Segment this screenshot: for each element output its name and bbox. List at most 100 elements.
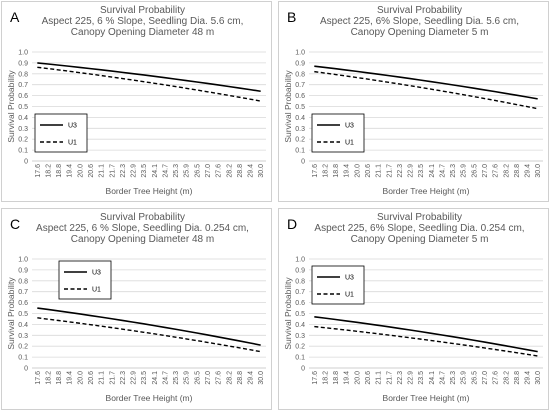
x-tick-label: 27.0: [205, 371, 212, 385]
chart-subtitle-line: Canopy Opening Diameter 5 m: [351, 234, 489, 245]
x-tick-label: 24.7: [162, 371, 169, 385]
x-tick-label: 24.7: [162, 164, 169, 178]
x-tick-label: 25.9: [184, 371, 191, 385]
x-tick-label: 25.9: [184, 164, 191, 178]
y-tick-label: 0.1: [295, 148, 305, 155]
x-tick-label: 27.0: [482, 371, 489, 385]
x-tick-label: 28.2: [226, 371, 233, 385]
x-tick-label: 22.3: [120, 164, 127, 178]
x-tick-label: 29.4: [525, 371, 532, 385]
y-tick-label: 0.2: [295, 137, 305, 144]
x-tick-label: 20.0: [77, 371, 84, 385]
y-tick-label: 0.8: [295, 278, 305, 285]
y-tick-label: 0.1: [18, 355, 28, 362]
x-tick-label: 23.5: [141, 164, 148, 178]
y-tick-label: 0.7: [18, 82, 28, 89]
y-tick-label: 0: [301, 159, 305, 166]
chart-panel-b: B Survival Probability Aspect 225, 6% Slop…: [278, 1, 549, 202]
x-tick-label: 26.5: [194, 164, 201, 178]
x-tick-label: 21.7: [109, 164, 116, 178]
y-tick-label: 1.0: [18, 50, 28, 57]
legend-label-u1: U1: [345, 292, 354, 299]
x-tick-label: 27.6: [216, 164, 223, 178]
panel-letter: D: [287, 216, 297, 232]
chart-subtitle-line: Canopy Opening Diameter 48 m: [71, 234, 214, 245]
x-tick-label: 18.8: [333, 371, 340, 385]
x-axis-label: Border Tree Height (m): [106, 186, 193, 196]
legend-box: [311, 113, 365, 153]
x-tick-label: 28.2: [503, 371, 510, 385]
x-tick-label: 29.4: [248, 164, 255, 178]
x-tick-label: 18.8: [56, 164, 63, 178]
x-tick-label: 17.6: [35, 371, 42, 385]
series-line-u3: [37, 307, 261, 346]
y-tick-label: 0.3: [295, 333, 305, 340]
x-tick-label: 19.4: [344, 371, 351, 385]
y-tick-label: 0.4: [295, 115, 305, 122]
x-tick-label: 23.5: [141, 371, 148, 385]
panel-letter: C: [10, 216, 20, 232]
x-tick-label: 27.6: [216, 371, 223, 385]
chart-title: Survival Probability: [100, 5, 185, 16]
y-tick-label: 0.7: [18, 289, 28, 296]
x-tick-label: 18.8: [56, 371, 63, 385]
y-tick-label: 0.1: [295, 355, 305, 362]
x-tick-label: 20.0: [77, 164, 84, 178]
y-axis-label: Survival Probability: [6, 70, 16, 143]
x-tick-label: 22.3: [397, 164, 404, 178]
x-axis-label: Border Tree Height (m): [383, 393, 470, 403]
y-tick-label: 0.5: [18, 104, 28, 111]
y-axis-label: Survival Probability: [283, 277, 293, 350]
chart-subtitle-line: Canopy Opening Diameter 5 m: [351, 27, 489, 38]
chart-title: Survival Probability: [377, 5, 462, 16]
series-line-u1: [314, 70, 538, 110]
x-tick-label: 17.6: [312, 164, 319, 178]
x-axis-label: Border Tree Height (m): [383, 186, 470, 196]
legend-box: [311, 265, 365, 305]
x-tick-label: 20.0: [354, 371, 361, 385]
x-tick-label: 26.5: [471, 371, 478, 385]
chart-subtitle-line: Aspect 225, 6% Slope, Seedling Dia. 5.6 …: [320, 16, 519, 27]
x-tick-label: 22.3: [397, 371, 404, 385]
x-tick-label: 26.5: [194, 371, 201, 385]
x-tick-label: 21.1: [376, 371, 383, 385]
y-tick-label: 0: [301, 366, 305, 373]
x-tick-label: 28.8: [514, 371, 521, 385]
y-tick-label: 0.4: [18, 322, 28, 329]
chart-panel-a: A Survival Probability Aspect 225, 6 % Slo…: [1, 1, 272, 202]
x-tick-label: 24.1: [429, 164, 436, 178]
y-tick-label: 1.0: [295, 257, 305, 264]
x-tick-label: 28.8: [237, 371, 244, 385]
y-tick-label: 1.0: [295, 50, 305, 57]
legend-box: [58, 260, 112, 300]
y-tick-label: 1.0: [18, 257, 28, 264]
x-tick-label: 27.0: [205, 164, 212, 178]
x-tick-label: 26.5: [471, 164, 478, 178]
x-tick-label: 22.9: [408, 371, 415, 385]
y-tick-label: 0.3: [295, 126, 305, 133]
y-tick-label: 0.3: [18, 126, 28, 133]
legend-label-u3: U3: [345, 275, 354, 282]
x-tick-label: 21.7: [386, 371, 393, 385]
x-tick-label: 25.3: [173, 164, 180, 178]
x-tick-label: 21.7: [386, 164, 393, 178]
chart-title: Survival Probability: [377, 212, 462, 223]
y-tick-label: 0.6: [18, 300, 28, 307]
series-line-u1: [314, 325, 538, 357]
x-tick-label: 27.6: [493, 371, 500, 385]
x-tick-label: 21.1: [99, 371, 106, 385]
legend-label-u3: U3: [68, 123, 77, 130]
chart-subtitle-line: Aspect 225, 6% Slope, Seedling Dia. 0.25…: [314, 223, 524, 234]
y-tick-label: 0.5: [295, 104, 305, 111]
chart-title: Survival Probability: [100, 212, 185, 223]
panel-letter: B: [287, 9, 296, 25]
y-tick-label: 0.2: [295, 344, 305, 351]
y-tick-label: 0.4: [295, 322, 305, 329]
x-tick-label: 18.2: [322, 164, 329, 178]
x-tick-label: 25.9: [461, 371, 468, 385]
x-tick-label: 22.9: [131, 164, 138, 178]
x-tick-label: 24.1: [152, 371, 159, 385]
y-tick-label: 0.9: [18, 60, 28, 67]
